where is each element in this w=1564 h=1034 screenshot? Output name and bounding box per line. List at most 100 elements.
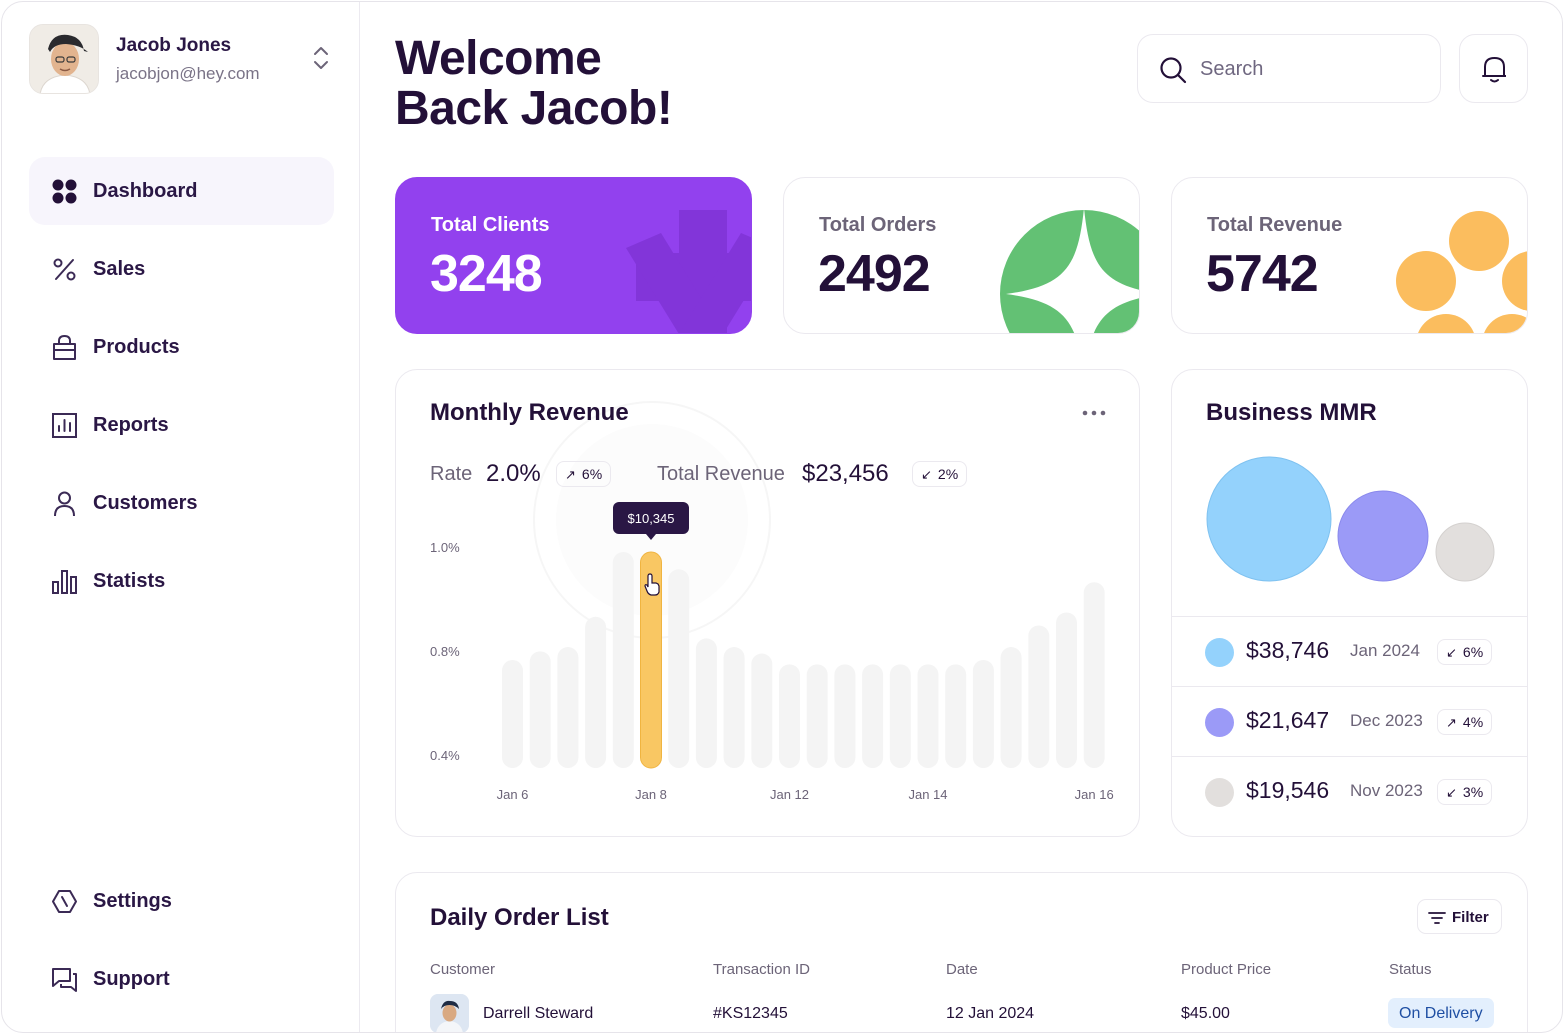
stat-value: 5742 xyxy=(1206,245,1319,303)
bar xyxy=(668,569,690,768)
search-input[interactable]: Search xyxy=(1137,34,1441,103)
bar xyxy=(557,647,579,768)
monthly-revenue-card: 1.0% 0.8% 0.4% $10,345 Jan 6 Jan 8 Jan 12 Jan 1… xyxy=(395,369,1140,837)
mmr-date: Jan 2024 xyxy=(1350,641,1420,660)
bar xyxy=(889,664,911,768)
arrow-up-right-icon: ↗ xyxy=(1446,715,1457,730)
card-title: Monthly Revenue xyxy=(430,399,629,426)
customer-name: Darrell Steward xyxy=(483,1005,594,1022)
mmr-amount: $38,746 xyxy=(1246,637,1330,663)
dashboard-icon xyxy=(52,179,77,204)
stat-title: Total Orders xyxy=(819,214,937,236)
mmr-bubble-chart xyxy=(1206,456,1495,582)
search-icon xyxy=(1160,57,1187,84)
x-tick-label: Jan 8 xyxy=(635,787,667,802)
main-nav: Dashboard Sales Products xyxy=(29,157,334,625)
sidebar: Jacob Jones jacobjon@hey.com Dashboard xyxy=(2,2,360,1032)
business-mmr-card: Business MMR $38,746 Jan 2024 ↙ 6% $21,64… xyxy=(1171,369,1528,837)
notifications-button[interactable] xyxy=(1459,34,1528,103)
status-badge: On Delivery xyxy=(1388,998,1494,1028)
sidebar-item-label: Sales xyxy=(93,258,146,280)
profile-name: Jacob Jones xyxy=(116,35,232,56)
mmr-row[interactable]: $38,746 Jan 2024 ↙ 6% xyxy=(1172,616,1527,686)
column-header[interactable]: Transaction ID xyxy=(713,961,810,978)
column-header[interactable]: Status xyxy=(1389,961,1432,978)
stat-card-total-orders[interactable]: Total Orders 2492 xyxy=(783,177,1140,334)
bar xyxy=(502,660,523,768)
bar xyxy=(1083,582,1105,768)
sidebar-item-products[interactable]: Products xyxy=(29,313,334,381)
bar xyxy=(779,664,800,768)
bar xyxy=(585,616,607,768)
stat-card-total-revenue[interactable]: Total Revenue 5742 xyxy=(1171,177,1528,334)
y-tick-label: 0.4% xyxy=(430,748,460,763)
filter-icon xyxy=(1428,912,1446,924)
profile-switcher[interactable]: Jacob Jones jacobjon@hey.com xyxy=(29,24,334,94)
more-options-icon[interactable] xyxy=(1082,410,1106,416)
stat-card-total-clients[interactable]: Total Clients 3248 xyxy=(395,177,752,334)
total-revenue-label: Total Revenue xyxy=(657,463,785,485)
sidebar-item-label: Settings xyxy=(93,890,172,912)
sidebar-item-label: Support xyxy=(93,968,170,990)
chat-icon xyxy=(52,968,77,992)
mmr-change-badge: ↗ 4% xyxy=(1437,709,1493,735)
sidebar-item-dashboard[interactable]: Dashboard xyxy=(29,157,334,225)
bar xyxy=(1000,647,1022,768)
bar xyxy=(862,664,884,768)
legend-dot xyxy=(1205,708,1234,737)
sidebar-item-statists[interactable]: Statists xyxy=(29,547,334,615)
mmr-row[interactable]: $21,647 Dec 2023 ↗ 4% xyxy=(1172,686,1527,756)
filter-button[interactable]: Filter xyxy=(1417,899,1502,934)
stat-value: 3248 xyxy=(430,245,543,303)
bar xyxy=(529,651,551,768)
settings-icon xyxy=(52,890,77,913)
arrow-up-right-icon: ↗ xyxy=(565,467,576,482)
y-tick-label: 0.8% xyxy=(430,644,460,659)
card-title: Daily Order List xyxy=(430,904,609,931)
asterisk-shape-icon xyxy=(626,210,751,333)
bar xyxy=(1056,612,1077,768)
mmr-row[interactable]: $19,546 Nov 2023 ↙ 3% xyxy=(1172,756,1527,826)
product-price: $45.00 xyxy=(1181,1005,1230,1022)
sidebar-item-label: Products xyxy=(93,336,180,358)
bar-tooltip: $10,345 xyxy=(613,502,689,540)
sidebar-item-reports[interactable]: Reports xyxy=(29,391,334,459)
order-date: 12 Jan 2024 xyxy=(946,1005,1035,1022)
rate-value: 2.0% xyxy=(486,460,541,487)
bar xyxy=(1028,625,1050,768)
x-tick-label: Jan 16 xyxy=(1075,787,1114,802)
arrow-down-left-icon: ↙ xyxy=(1446,645,1457,660)
stat-title: Total Revenue xyxy=(1207,214,1343,236)
bar xyxy=(612,552,634,768)
legend-dot xyxy=(1205,638,1234,667)
column-header[interactable]: Product Price xyxy=(1181,961,1272,978)
x-tick-label: Jan 14 xyxy=(908,787,947,802)
sidebar-item-support[interactable]: Support xyxy=(29,945,334,1013)
column-header[interactable]: Date xyxy=(946,961,978,978)
bar xyxy=(695,638,717,768)
sidebar-item-settings[interactable]: Settings xyxy=(29,867,334,935)
mmr-change-badge: ↙ 6% xyxy=(1437,639,1493,665)
profile-email: jacobjon@hey.com xyxy=(116,64,260,83)
transaction-id: #KS12345 xyxy=(713,1005,788,1022)
mmr-amount: $19,546 xyxy=(1246,777,1330,803)
pointer-cursor-icon xyxy=(644,573,660,596)
bar xyxy=(917,664,939,768)
bar xyxy=(723,647,745,768)
bar xyxy=(972,660,994,768)
arrow-down-left-icon: ↙ xyxy=(921,467,932,482)
chevron-up-down-icon[interactable] xyxy=(311,44,331,72)
sidebar-item-customers[interactable]: Customers xyxy=(29,469,334,537)
column-header[interactable]: Customer xyxy=(430,961,496,978)
sidebar-item-sales[interactable]: Sales xyxy=(29,235,334,303)
customer-avatar xyxy=(430,994,469,1032)
mmr-bubble-3 xyxy=(1435,522,1495,582)
total-revenue-value: $23,456 xyxy=(802,460,889,487)
x-tick-label: Jan 12 xyxy=(770,787,809,802)
bag-icon xyxy=(53,334,76,360)
circles-shape-icon xyxy=(1396,211,1527,333)
star-shape-icon xyxy=(1000,208,1139,333)
stat-value: 2492 xyxy=(818,245,931,303)
bell-icon xyxy=(1482,57,1506,83)
